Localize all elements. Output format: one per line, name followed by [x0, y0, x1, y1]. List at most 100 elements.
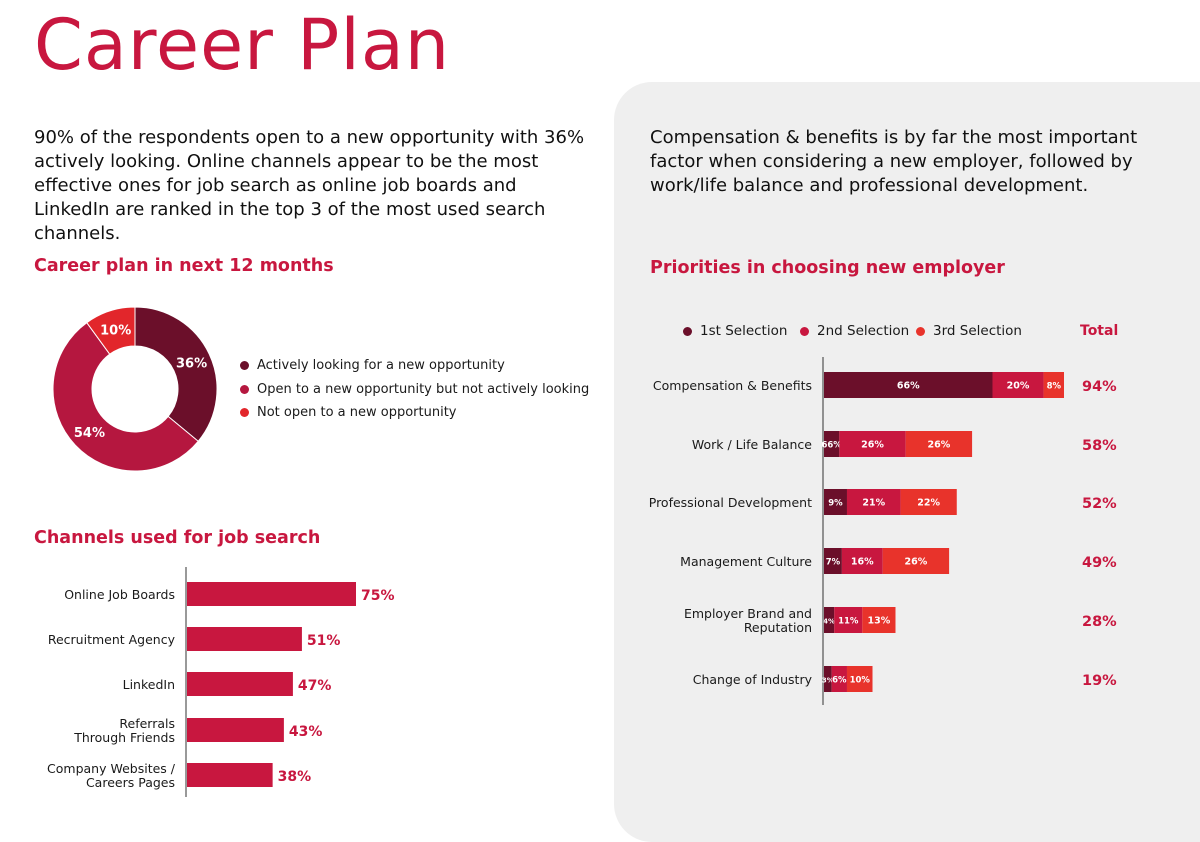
career-plan-title: Career plan in next 12 months	[34, 256, 334, 276]
channels-category-label-4: Company Websites /	[47, 761, 176, 776]
channels-value-label-2: 47%	[298, 678, 332, 694]
priorities-segment-label-5-0: 3%	[822, 677, 834, 685]
donut-slice-label-2: 10%	[100, 324, 131, 339]
priorities-segment-5-2	[846, 666, 873, 692]
priorities-category-label-4: Reputation	[744, 620, 812, 635]
priorities-segment-label-0-0: 66%	[897, 381, 920, 392]
priorities-segment-label-3-1: 16%	[851, 557, 874, 568]
priorities-total-3: 49%	[1082, 555, 1117, 571]
priorities-segment-label-2-1: 21%	[862, 498, 885, 509]
priorities-legend-item-0: 1st Selection	[683, 323, 787, 339]
legend-label: 3rd Selection	[933, 323, 1022, 339]
channels-category-label-0: Online Job Boards	[64, 587, 175, 602]
channels-bar-3	[187, 718, 284, 742]
donut-slice-2	[86, 306, 136, 355]
priorities-segment-0-2	[1043, 372, 1064, 398]
priorities-segment-1-2	[905, 431, 973, 457]
priorities-segment-2-2	[900, 489, 957, 515]
priorities-segment-label-5-1: 6%	[832, 676, 847, 686]
priorities-segment-label-3-0: 7%	[826, 558, 841, 568]
channels-title: Channels used for job search	[34, 528, 321, 548]
priorities-segment-label-0-2: 8%	[1047, 382, 1062, 392]
priorities-segment-label-0-1: 20%	[1007, 381, 1030, 392]
legend-dot	[240, 408, 249, 417]
channels-value-label-0: 75%	[361, 588, 395, 604]
legend-label: Not open to a new opportunity	[257, 405, 457, 420]
priorities-segment-label-1-2: 26%	[928, 440, 951, 451]
channels-bar-1	[187, 627, 302, 651]
priorities-segment-label-2-2: 22%	[917, 498, 940, 509]
intro-left-paragraph: 90% of the respondents open to a new opp…	[34, 127, 585, 244]
priorities-segment-label-1-0: 66%	[821, 441, 842, 451]
priorities-legend-item-2: 3rd Selection	[916, 323, 1022, 339]
donut-slice-label-0: 36%	[176, 356, 207, 371]
intro-right-paragraph: Compensation & benefits is by far the mo…	[650, 127, 1138, 196]
channels-bar-0	[187, 582, 356, 606]
channels-bar-chart: 75% Online Job Boards 51% Recruitment Agenc…	[47, 567, 395, 797]
priorities-total-header: Total	[1080, 323, 1119, 339]
priorities-category-label-3: Management Culture	[680, 554, 812, 569]
legend-label: 2nd Selection	[817, 323, 910, 339]
priorities-segment-4-2	[862, 607, 896, 633]
priorities-segment-3-0	[824, 548, 842, 574]
priorities-total-5: 19%	[1082, 673, 1117, 689]
priorities-category-label-4: Employer Brand and	[684, 606, 812, 621]
priorities-total-4: 28%	[1082, 614, 1117, 630]
priorities-segment-1-0	[824, 431, 840, 457]
priorities-segment-3-2	[882, 548, 950, 574]
priorities-segment-label-4-1: 11%	[838, 617, 859, 627]
career-plan-legend-item-0: Actively looking for a new opportunity	[240, 358, 505, 373]
channels-value-label-3: 43%	[289, 724, 323, 740]
priorities-category-label-0: Compensation & Benefits	[653, 378, 812, 393]
channels-category-label-2: LinkedIn	[123, 677, 175, 692]
legend-dot	[240, 384, 249, 394]
priorities-category-label-2: Professional Development	[649, 495, 812, 510]
priorities-segment-label-5-2: 10%	[850, 676, 871, 686]
channels-category-label-3: Referrals	[119, 716, 175, 731]
legend-dot	[683, 326, 692, 336]
channels-category-label-4: Careers Pages	[86, 775, 175, 790]
legend-label: Actively looking for a new opportunity	[257, 358, 505, 373]
priorities-segment-label-2-0: 9%	[828, 499, 843, 509]
priorities-segment-2-0	[824, 489, 847, 515]
priorities-segment-4-1	[834, 607, 863, 633]
priorities-segment-label-4-0: 4%	[823, 618, 835, 626]
channels-value-label-1: 51%	[307, 633, 341, 649]
legend-label: Open to a new opportunity but not active…	[257, 381, 590, 397]
donut-slice-1	[52, 321, 199, 472]
priorities-segment-label-3-2: 26%	[905, 557, 928, 568]
priorities-total-0: 94%	[1082, 379, 1117, 395]
channels-category-label-3: Through Friends	[73, 730, 175, 745]
priorities-segment-0-0	[824, 372, 993, 398]
priorities-segment-label-4-2: 13%	[868, 616, 891, 627]
priorities-segment-5-1	[831, 666, 847, 692]
priorities-total-1: 58%	[1082, 438, 1117, 454]
legend-dot	[240, 361, 249, 370]
legend-label: 1st Selection	[700, 323, 788, 339]
channels-category-label-1: Recruitment Agency	[48, 632, 176, 647]
priorities-segment-1-1	[839, 431, 906, 457]
priorities-segment-0-1	[992, 372, 1044, 398]
legend-dot	[916, 326, 925, 336]
priorities-title: Priorities in choosing new employer	[650, 258, 1005, 278]
priorities-segment-4-0	[824, 607, 835, 633]
channels-bar-2	[187, 672, 293, 696]
career-plan-legend-item-2: Not open to a new opportunity	[240, 405, 457, 420]
career-plan-legend-item-1: Open to a new opportunity but not active…	[240, 382, 589, 397]
career-plan-donut-chart: 36% 54% 10%	[52, 306, 218, 472]
donut-slice-label-1: 54%	[74, 426, 105, 441]
donut-slice-0	[134, 306, 218, 442]
channels-bar-4	[187, 763, 273, 787]
priorities-stacked-bar-chart: 66% 20% 8% Compensation & Benefits 94% 66% 26%…	[649, 357, 1117, 705]
priorities-category-label-5: Change of Industry	[693, 672, 813, 687]
priorities-category-label-1: Work / Life Balance	[692, 437, 812, 452]
legend-dot	[800, 326, 809, 336]
priorities-segment-label-1-1: 26%	[861, 440, 884, 451]
priorities-segment-5-0	[824, 666, 832, 692]
right-panel-background	[614, 82, 1200, 842]
channels-value-label-4: 38%	[278, 769, 312, 785]
priorities-segment-2-1	[846, 489, 901, 515]
priorities-segment-3-1	[841, 548, 883, 574]
priorities-total-2: 52%	[1082, 496, 1117, 512]
page-title: Career Plan	[34, 4, 451, 86]
